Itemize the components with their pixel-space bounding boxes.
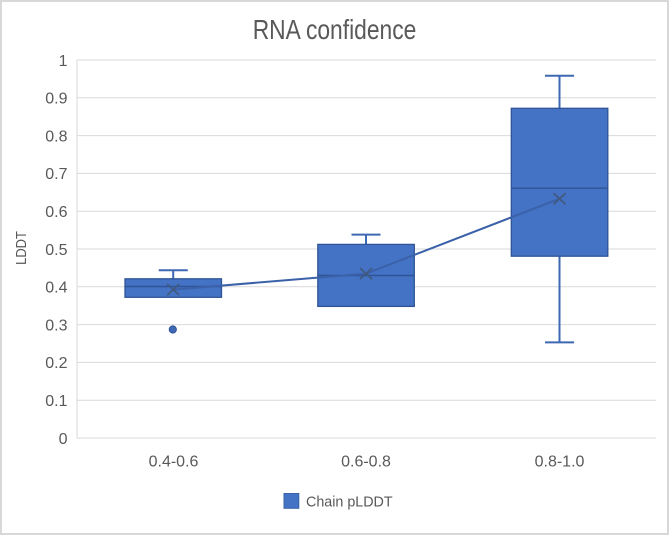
svg-text:0.2: 0.2 [45, 355, 67, 372]
svg-text:0.6: 0.6 [45, 204, 67, 221]
svg-text:LDDT: LDDT [12, 231, 29, 265]
svg-text:0.9: 0.9 [45, 91, 67, 108]
svg-text:0.8-1.0: 0.8-1.0 [535, 453, 585, 470]
svg-text:0: 0 [59, 431, 68, 448]
svg-text:0.4-0.6: 0.4-0.6 [149, 453, 199, 470]
svg-text:0.8: 0.8 [45, 128, 67, 145]
svg-text:0.7: 0.7 [45, 166, 67, 183]
svg-text:1: 1 [59, 53, 68, 70]
svg-text:0.1: 0.1 [45, 393, 67, 410]
svg-text:0.6-0.8: 0.6-0.8 [341, 453, 391, 470]
svg-text:RNA confidence: RNA confidence [253, 15, 417, 46]
svg-text:0.3: 0.3 [45, 317, 67, 334]
svg-text:Chain pLDDT: Chain pLDDT [306, 495, 393, 511]
svg-text:0.4: 0.4 [45, 280, 67, 297]
svg-text:0.5: 0.5 [45, 242, 67, 259]
